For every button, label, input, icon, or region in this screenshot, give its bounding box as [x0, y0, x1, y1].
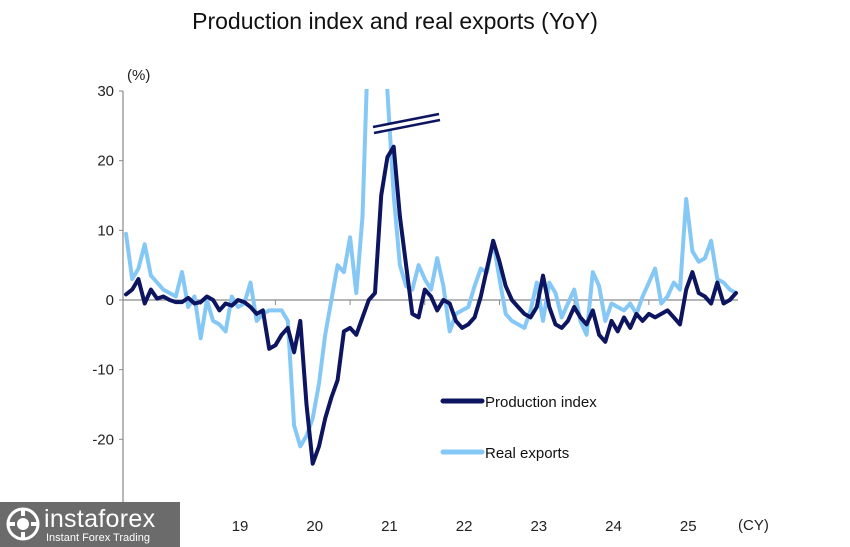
y-tick-label: 10: [97, 222, 114, 239]
series-line-production-index: [124, 144, 738, 466]
y-tick-label: 0: [106, 292, 114, 309]
watermark-tagline: Instant Forex Trading: [46, 532, 150, 544]
legend-label-production-index: Production index: [485, 394, 597, 411]
watermark-name: instaforex: [44, 505, 156, 533]
axis-break-line: [373, 118, 441, 135]
series-layer: [124, 89, 738, 466]
legend: Production index Real exports: [440, 394, 597, 462]
y-axis-unit-label: (%): [127, 67, 150, 84]
x-tick-label: 23: [530, 518, 547, 535]
x-tick-label: 20: [306, 518, 323, 535]
x-axis-unit-label: (CY): [738, 517, 769, 534]
x-tick-label: 25: [680, 518, 697, 535]
x-tick-label: 19: [232, 518, 249, 535]
legend-label-real-exports: Real exports: [485, 445, 569, 462]
axis-break-marker: [372, 112, 441, 135]
series-line-real-exports: [124, 89, 738, 449]
y-tick-label: -10: [92, 362, 114, 379]
chart-title: Production index and real exports (YoY): [192, 8, 598, 34]
y-tick-label: 20: [97, 153, 114, 170]
x-tick-labels: 1819202122232425: [157, 518, 697, 535]
y-tick-label: 30: [97, 83, 114, 100]
watermark-logo: instaforex Instant Forex Trading: [0, 502, 180, 547]
x-tick-label: 24: [605, 518, 622, 535]
instaforex-logo-icon: [6, 507, 40, 541]
x-tick-label: 21: [381, 518, 398, 535]
x-tick-label: 22: [456, 518, 473, 535]
y-tick-label: -20: [92, 431, 114, 448]
axis-break-line: [372, 112, 440, 129]
